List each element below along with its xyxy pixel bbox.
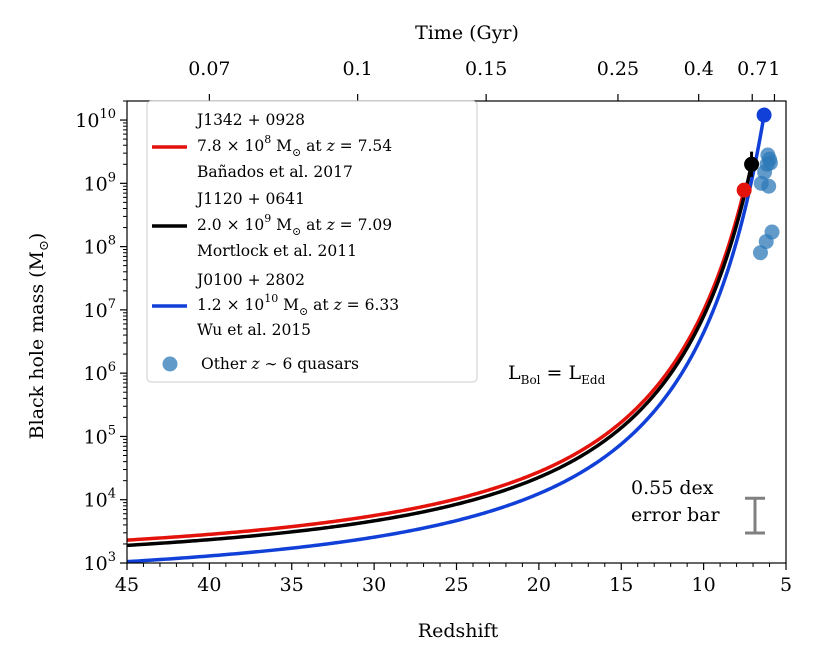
legend-marker-other-quasars [162, 356, 178, 372]
top-tick-label-6: 1 [768, 58, 780, 80]
top-tick-label-3: 0.25 [597, 58, 639, 80]
x-tick-label-8: 5 [780, 574, 792, 596]
top-axis-title: Time (Gyr) [415, 22, 519, 44]
legend-mass-j1120: 2.0 × 109 M⊙ at z = 7.09 [197, 212, 392, 238]
legend-label-other-quasars: Other z ∼ 6 quasars [201, 355, 359, 373]
legend-mass-j1342: 7.8 × 108 M⊙ at z = 7.54 [197, 133, 392, 159]
top-tick-label-0: 0.07 [188, 58, 230, 80]
marker-j1342 [736, 182, 752, 198]
y-tick-label-3: 106 [84, 360, 116, 385]
series-lines [126, 114, 766, 564]
quasar-points [736, 107, 780, 535]
error-bar-label-line1: 0.55 dex [631, 477, 714, 499]
x-tick-label-3: 30 [362, 574, 386, 596]
legend-name-j1120: J1120 + 0641 [195, 190, 305, 208]
curve-j1120 [126, 163, 754, 548]
legend-mass-j0100: 1.2 × 1010 M⊙ at z = 6.33 [197, 292, 399, 318]
quasar-point-6 [761, 178, 777, 194]
top-tick-label-1: 0.1 [343, 58, 373, 80]
curve-j1342 [126, 189, 746, 542]
legend-ref-j1342: Bañados et al. 2017 [197, 163, 353, 181]
quasar-point-9 [752, 245, 768, 261]
eddington-annotation: LBol = LEdd [508, 362, 606, 387]
legend-name-j0100: J0100 + 2802 [195, 271, 305, 289]
x-tick-label-2: 35 [280, 574, 304, 596]
axes: 45 40 35 30 25 20 15 10 510310410510610710810910… [75, 58, 792, 596]
x-tick-label-7: 10 [692, 574, 716, 596]
legend-name-j1342: J1342 + 0928 [195, 111, 305, 129]
error-bar-label-line2: error bar [631, 504, 720, 526]
x-tick-label-6: 15 [609, 574, 633, 596]
y-tick-label-4: 107 [84, 297, 116, 322]
y-tick-label-0: 103 [84, 550, 116, 575]
quasar-point-8 [758, 234, 774, 250]
y-axis-title: Black hole mass (M⊙) [26, 233, 52, 440]
x-tick-label-4: 25 [444, 574, 468, 596]
y-tick-label-1: 104 [84, 487, 116, 512]
x-tick-label-1: 40 [197, 574, 221, 596]
marker-j0100 [756, 107, 772, 123]
legend-ref-j1120: Mortlock et al. 2011 [197, 242, 357, 260]
legend: J1342 + 0928 7.8 × 108 M⊙ at z = 7.54 Ba… [146, 100, 478, 383]
x-tick-label-0: 45 [115, 574, 139, 596]
legend-ref-j0100: Wu et al. 2015 [197, 321, 311, 339]
marker-j1120 [744, 156, 760, 172]
curve-j0100 [126, 114, 766, 564]
y-tick-label-7: 1010 [75, 107, 116, 132]
x-axis-title: Redshift [418, 620, 499, 642]
legend-box [146, 100, 478, 383]
x-tick-label-5: 20 [527, 574, 551, 596]
top-tick-label-2: 0.15 [465, 58, 507, 80]
top-tick-label-5: 0.7 [737, 58, 767, 80]
y-tick-label-2: 105 [84, 423, 116, 448]
y-tick-label-6: 109 [84, 170, 116, 195]
top-tick-label-4: 0.4 [684, 58, 714, 80]
y-tick-label-5: 108 [84, 234, 116, 259]
